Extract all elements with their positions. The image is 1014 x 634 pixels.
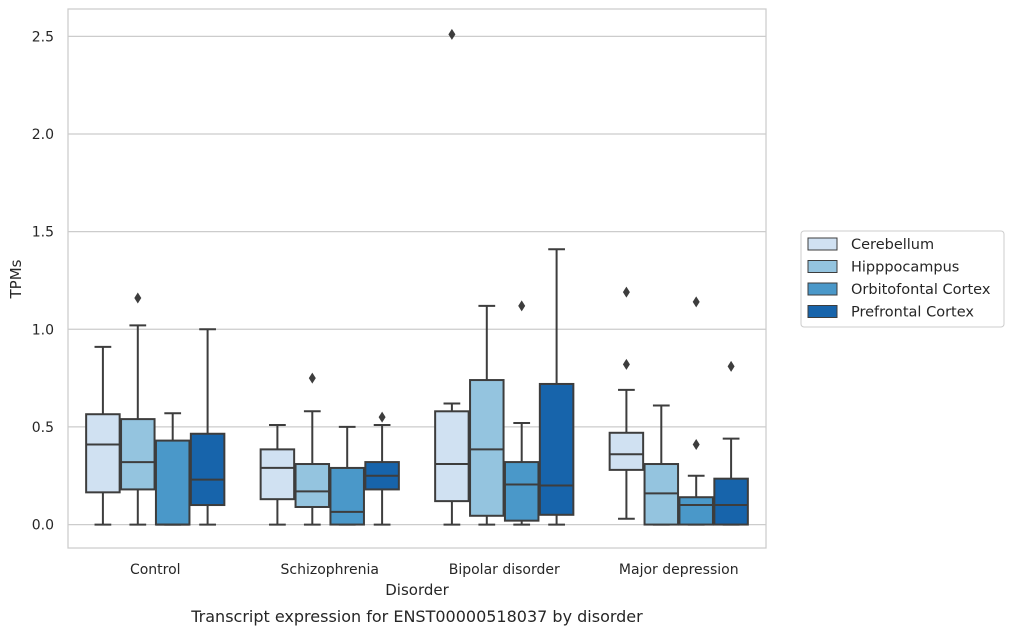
box-element xyxy=(154,412,191,526)
legend-label: Cerebellum xyxy=(851,237,934,253)
outlier-point xyxy=(308,372,316,384)
box-iqr xyxy=(608,431,645,471)
box-element xyxy=(678,296,714,526)
legend-frame xyxy=(800,230,1005,328)
legend-item: Cerebellum xyxy=(807,237,934,253)
box-iqr xyxy=(85,413,121,494)
box-element xyxy=(120,292,156,526)
legend-item: Prefrontal Cortex xyxy=(807,305,974,321)
box-element xyxy=(85,345,121,526)
y-tick-label: 0.0 xyxy=(32,518,54,534)
outlier-point xyxy=(727,360,735,372)
outlier-point xyxy=(622,358,630,370)
box-element xyxy=(538,248,575,526)
y-tick-label: 0.5 xyxy=(32,420,54,436)
legend-label: Hipppocampus xyxy=(851,260,959,276)
box-iqr xyxy=(189,432,226,507)
y-tick-label: 2.0 xyxy=(32,127,54,143)
legend-label: Orbitofontal Cortex xyxy=(851,282,991,298)
outlier-point xyxy=(622,286,630,298)
x-axis-label: Disorder xyxy=(385,581,449,599)
box-iqr xyxy=(294,463,331,508)
box-iqr xyxy=(120,418,156,491)
x-tick-label: Schizophrenia xyxy=(281,562,379,578)
legend-swatch xyxy=(807,260,838,273)
box-iqr xyxy=(259,448,296,501)
box-iqr xyxy=(713,477,749,526)
x-tick-label: Control xyxy=(130,562,181,578)
box-iqr xyxy=(538,382,575,516)
y-tick-label: 1.0 xyxy=(32,322,54,338)
box-element xyxy=(259,423,296,526)
x-tick-label: Bipolar disorder xyxy=(449,562,560,578)
box-element xyxy=(364,411,400,526)
boxes xyxy=(85,28,749,526)
y-tick-label: 1.5 xyxy=(32,225,54,241)
box-iqr xyxy=(503,461,540,522)
outlier-point xyxy=(378,411,386,423)
outlier-point xyxy=(134,292,142,304)
x-tick-label: Major depression xyxy=(619,562,739,578)
box-iqr xyxy=(469,379,505,517)
legend: Cerebellum Hipppocampus Orbitofontal Corte… xyxy=(800,230,1005,328)
chart-caption: Transcript expression for ENST0000051803… xyxy=(190,607,643,626)
outlier-point xyxy=(448,28,456,40)
outlier-point xyxy=(692,438,700,450)
legend-swatch xyxy=(807,282,838,296)
box-element xyxy=(434,28,470,526)
y-tick-label: 2.5 xyxy=(32,29,54,45)
legend-swatch xyxy=(807,237,838,251)
box-iqr xyxy=(434,410,470,503)
box-iqr xyxy=(329,466,365,526)
x-tick-labels: Control Schizophrenia Bipolar disorder Majo… xyxy=(130,562,739,578)
box-element xyxy=(329,425,365,526)
box-element xyxy=(469,304,505,526)
legend-label: Prefrontal Cortex xyxy=(851,305,974,321)
y-tick-labels: 0.0 0.5 1.0 1.5 2.0 2.5 xyxy=(32,29,54,533)
legend-items: Cerebellum Hipppocampus Orbitofontal Corte… xyxy=(807,237,991,321)
box-element xyxy=(643,404,680,526)
outlier-point xyxy=(692,296,700,308)
box-element xyxy=(294,372,331,526)
box-element xyxy=(503,300,540,526)
outlier-point xyxy=(518,300,526,312)
plot-area-border xyxy=(67,8,767,549)
box-iqr xyxy=(678,496,714,526)
y-axis-label: TPMs xyxy=(7,259,25,299)
legend-item: Hipppocampus xyxy=(807,260,959,276)
box-element xyxy=(713,360,749,526)
box-iqr xyxy=(154,439,191,526)
legend-item: Orbitofontal Cortex xyxy=(807,282,991,298)
box-element xyxy=(189,328,226,526)
box-element xyxy=(608,286,645,520)
legend-swatch xyxy=(807,305,838,318)
